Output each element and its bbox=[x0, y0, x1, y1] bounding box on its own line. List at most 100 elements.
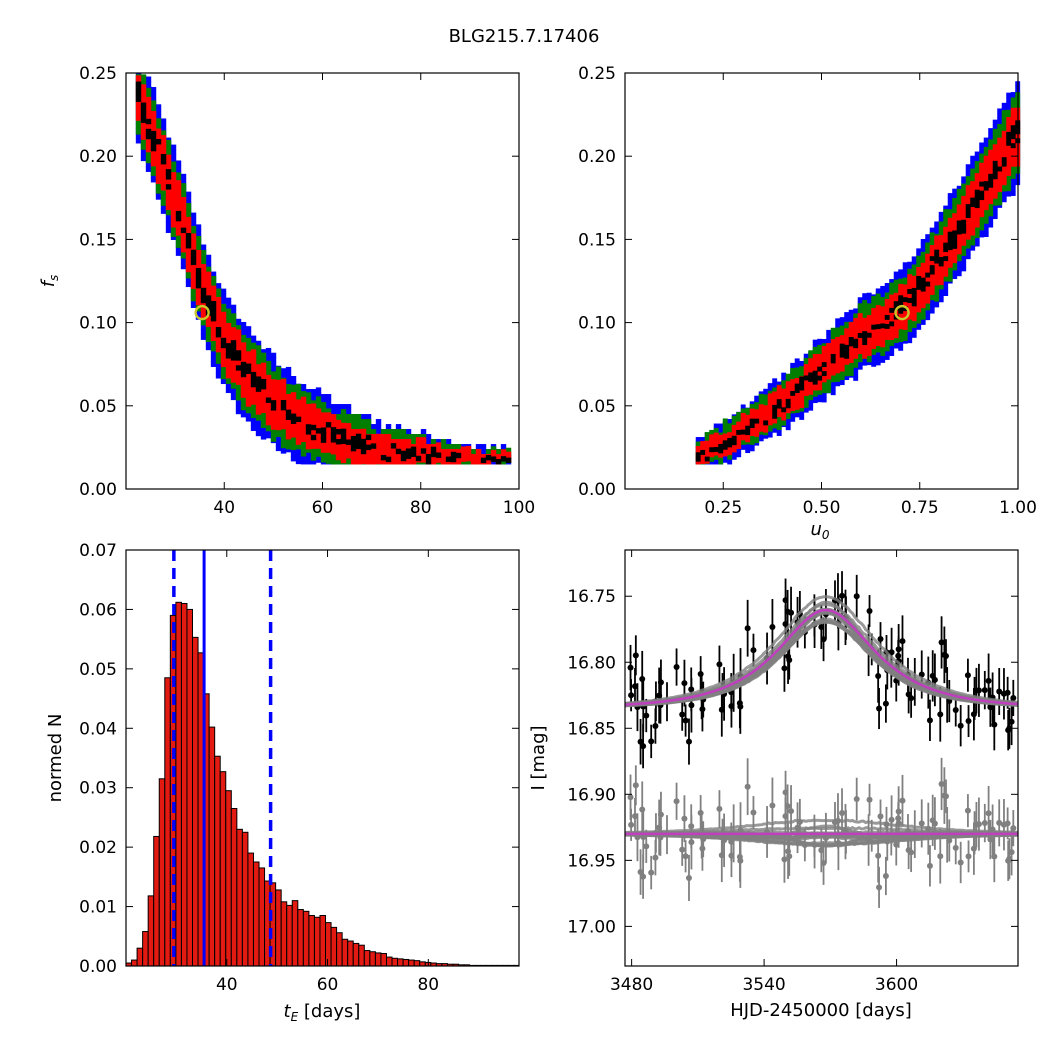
density-cell bbox=[794, 408, 800, 413]
density-cell bbox=[943, 231, 949, 237]
density-cell bbox=[970, 164, 976, 170]
density-cell bbox=[862, 353, 868, 359]
density-cell bbox=[776, 394, 782, 400]
density-cell bbox=[880, 290, 886, 296]
density-cell bbox=[220, 311, 227, 318]
density-cell bbox=[871, 300, 877, 306]
density-cell bbox=[821, 377, 827, 383]
density-cell bbox=[140, 94, 147, 100]
density-cell bbox=[215, 306, 222, 313]
density-cell bbox=[938, 235, 944, 241]
density-cell bbox=[275, 379, 282, 386]
density-cell bbox=[916, 324, 922, 330]
density-cell bbox=[862, 360, 868, 366]
density-cell bbox=[853, 317, 859, 323]
density-cell bbox=[205, 291, 212, 298]
density-cell bbox=[370, 443, 377, 449]
density-cell bbox=[956, 193, 962, 199]
density-cell bbox=[355, 419, 362, 425]
density-cell bbox=[727, 419, 733, 424]
density-cell bbox=[889, 279, 895, 284]
density-cell bbox=[230, 362, 237, 368]
density-cell bbox=[776, 420, 782, 426]
density-cell bbox=[808, 401, 814, 407]
density-cell bbox=[185, 233, 192, 239]
density-cell bbox=[365, 459, 372, 465]
density-cell bbox=[170, 166, 177, 172]
density-cell bbox=[808, 380, 814, 386]
density-cell bbox=[230, 323, 237, 329]
density-cell bbox=[821, 350, 827, 356]
density-cell bbox=[880, 319, 886, 325]
density-cell bbox=[390, 454, 397, 460]
density-cell bbox=[844, 375, 850, 381]
density-cell bbox=[961, 204, 967, 210]
density-cell bbox=[230, 372, 237, 378]
density-cell bbox=[767, 393, 773, 399]
density-cell bbox=[180, 258, 187, 265]
density-cell bbox=[988, 206, 994, 212]
density-cell bbox=[875, 327, 881, 333]
density-cell bbox=[974, 222, 980, 228]
density-cell bbox=[485, 459, 492, 465]
density-cell bbox=[230, 340, 237, 346]
density-cell bbox=[230, 389, 237, 396]
density-cell bbox=[375, 458, 382, 465]
density-cell bbox=[340, 428, 347, 435]
density-cell bbox=[848, 326, 854, 332]
density-cell bbox=[205, 281, 212, 288]
density-cell bbox=[250, 349, 257, 355]
density-cell bbox=[500, 444, 507, 450]
density-cell bbox=[893, 288, 899, 294]
density-cell bbox=[505, 451, 512, 458]
density-cell bbox=[280, 404, 287, 411]
density-cell bbox=[200, 287, 207, 294]
density-cell bbox=[961, 261, 967, 267]
density-cell bbox=[265, 432, 272, 439]
density-cell bbox=[952, 274, 958, 280]
density-cell bbox=[360, 453, 367, 460]
density-cell bbox=[185, 238, 192, 244]
tE-fs-best-fit-group bbox=[194, 304, 210, 321]
density-cell bbox=[295, 419, 302, 425]
density-cell bbox=[925, 289, 931, 295]
density-cell bbox=[170, 226, 177, 232]
density-cell bbox=[180, 246, 187, 253]
density-cell bbox=[934, 283, 940, 289]
density-cell bbox=[320, 402, 327, 408]
density-cell bbox=[180, 193, 187, 199]
density-cell bbox=[898, 345, 904, 351]
density-cell bbox=[812, 385, 818, 391]
density-cell bbox=[920, 294, 926, 300]
density-cell bbox=[925, 242, 931, 248]
density-cell bbox=[305, 403, 312, 410]
density-cell bbox=[200, 334, 207, 340]
density-cell bbox=[997, 202, 1003, 208]
density-cell bbox=[826, 374, 832, 380]
density-cell bbox=[997, 128, 1003, 134]
density-cell bbox=[355, 433, 362, 440]
density-cell bbox=[947, 193, 953, 199]
density-cell bbox=[420, 434, 427, 440]
density-cell bbox=[170, 207, 177, 213]
density-cell bbox=[415, 437, 422, 443]
density-cell bbox=[190, 238, 197, 244]
density-cell bbox=[170, 187, 177, 193]
density-cell bbox=[250, 407, 257, 414]
density-cell bbox=[736, 452, 742, 458]
density-cell bbox=[500, 449, 507, 455]
density-cell bbox=[979, 232, 985, 238]
density-cell bbox=[857, 344, 863, 350]
density-cell bbox=[280, 393, 287, 400]
density-cell bbox=[952, 269, 958, 275]
density-cell bbox=[470, 454, 477, 460]
density-cell bbox=[988, 199, 994, 205]
density-cell bbox=[979, 220, 985, 226]
density-cell bbox=[695, 446, 701, 451]
density-cell bbox=[380, 459, 387, 465]
density-cell bbox=[718, 423, 724, 429]
density-cell bbox=[700, 459, 706, 464]
density-cell bbox=[255, 369, 262, 375]
density-cell bbox=[1010, 173, 1016, 179]
density-cell bbox=[210, 330, 217, 336]
